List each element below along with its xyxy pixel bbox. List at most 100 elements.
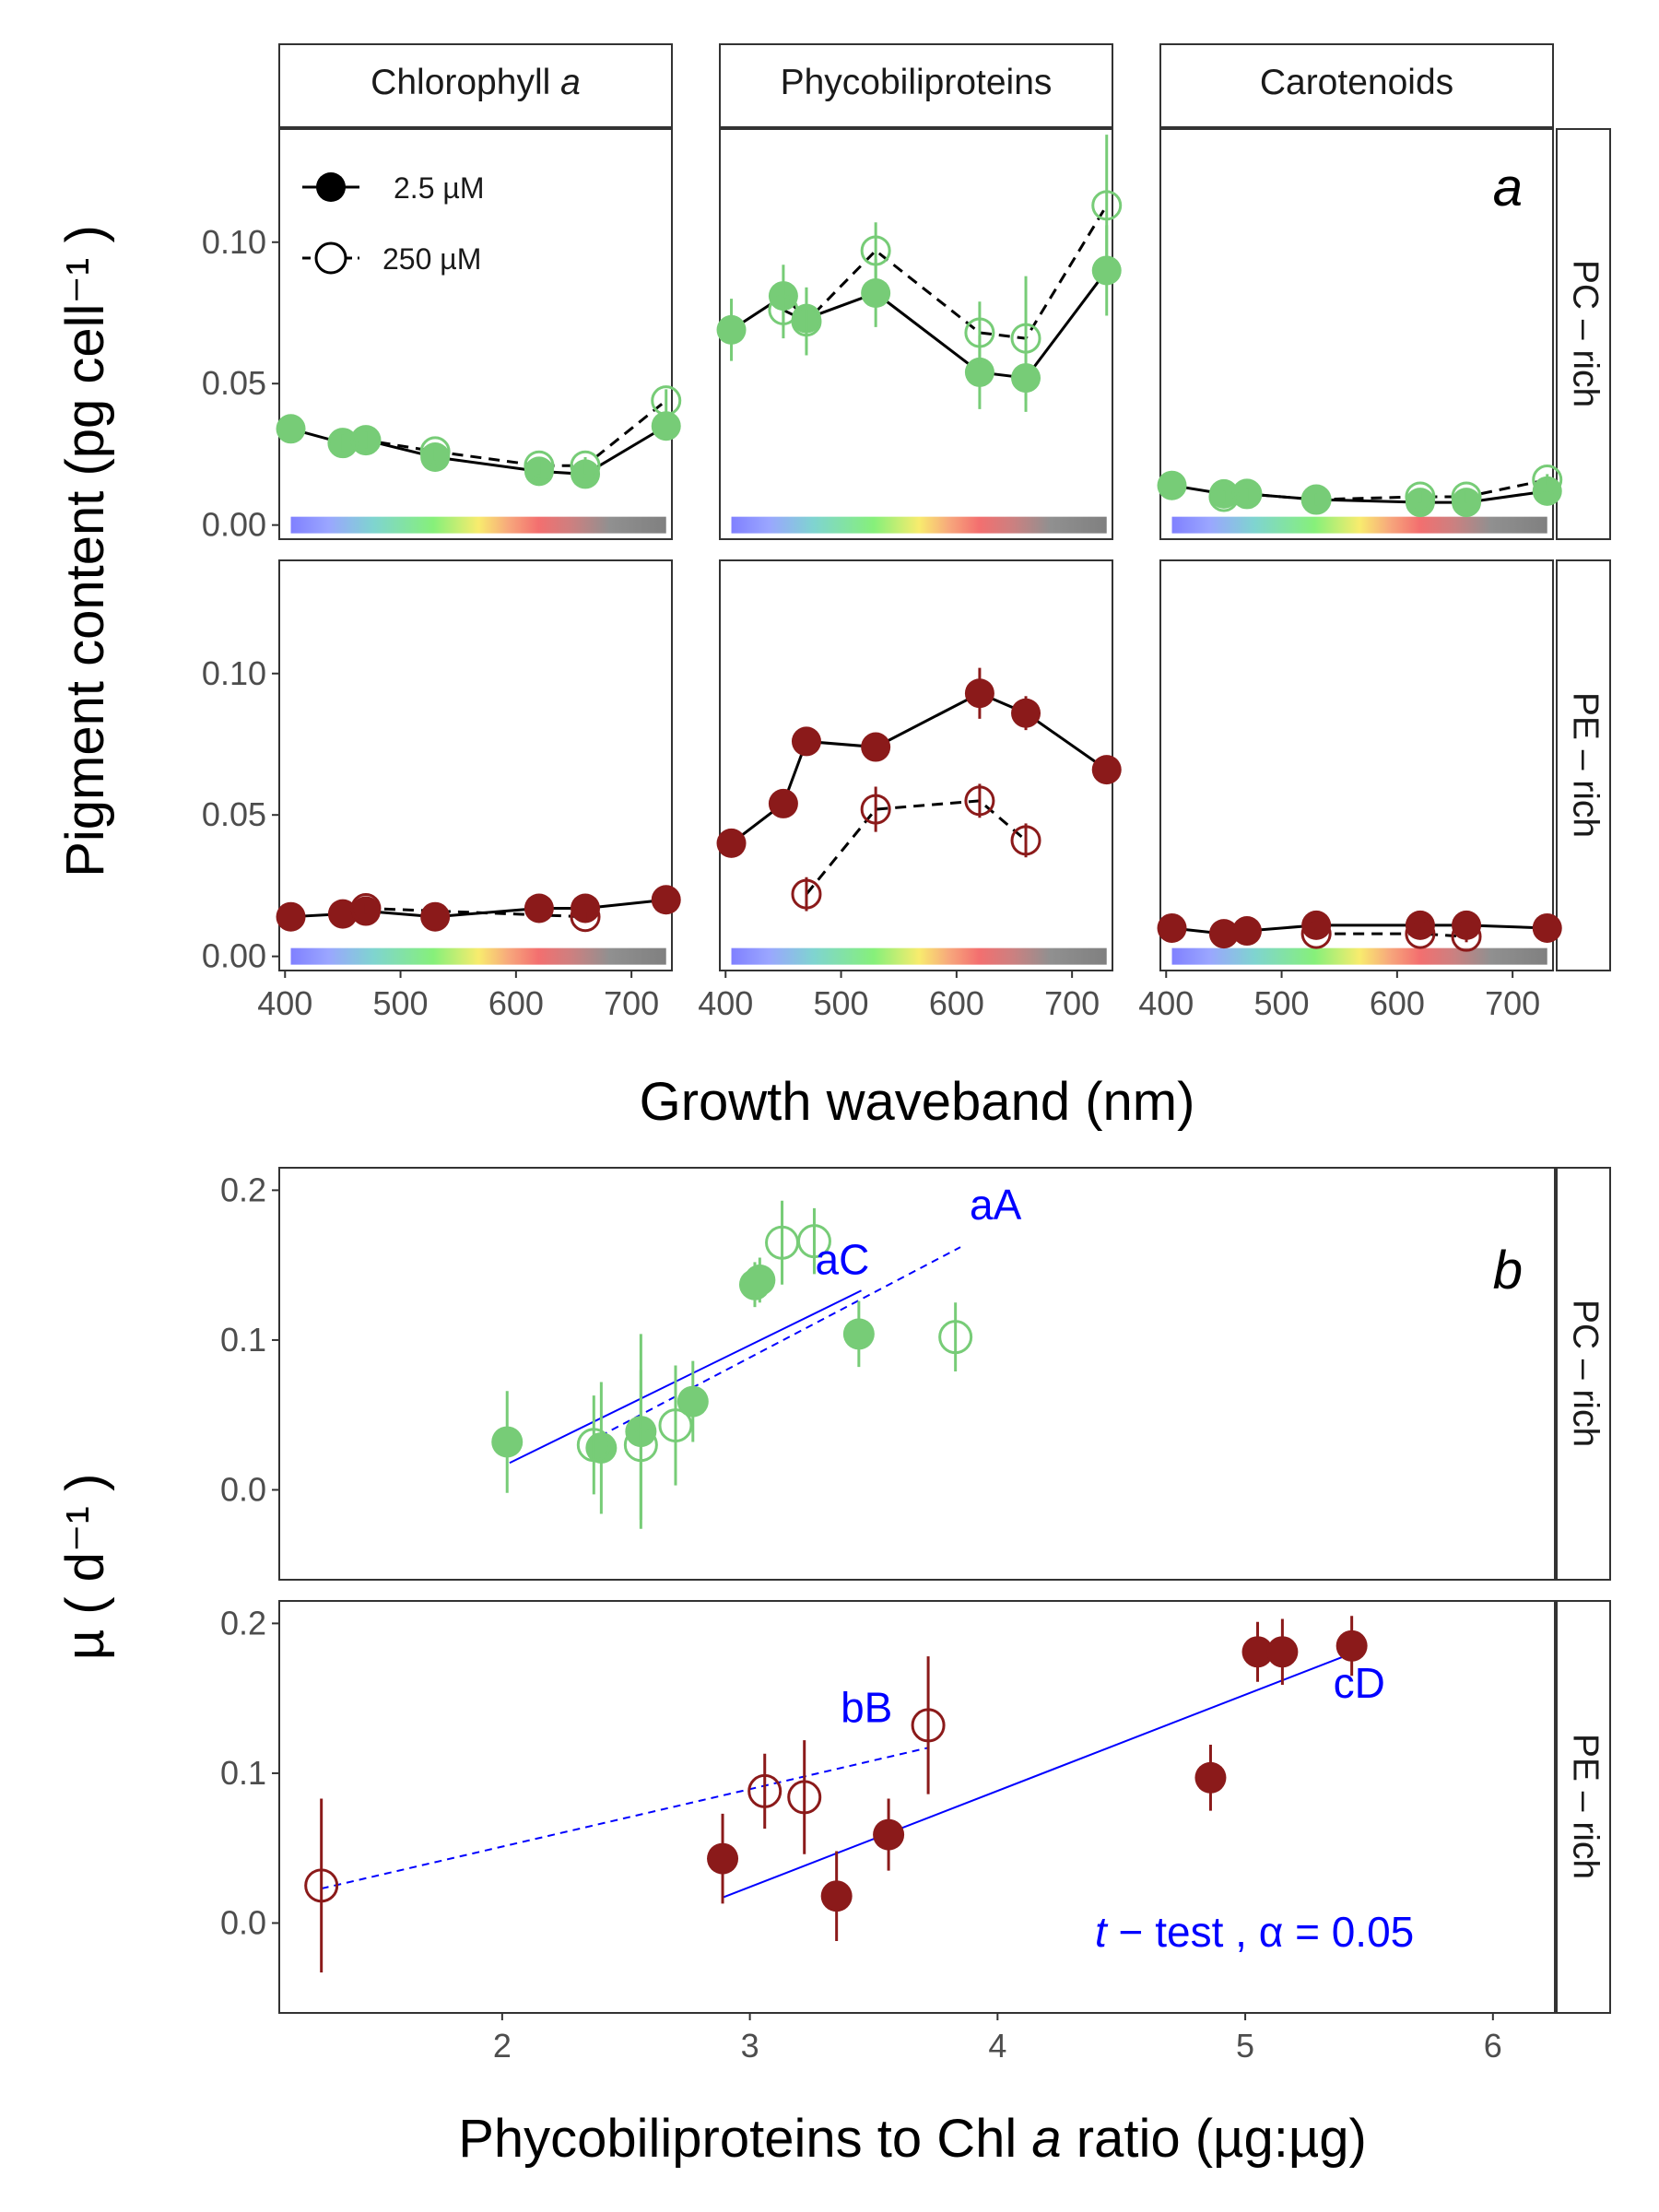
- facet-pe-rich-carotenoids-spectrum-bar: [1171, 947, 1547, 965]
- facet-pe-rich-phycobiliproteins-point-open-2: [964, 785, 995, 817]
- facet-pc-rich-carotenoids-point-open-0: [1208, 481, 1240, 512]
- strip-chl-word: Chlorophyll: [371, 63, 560, 102]
- facet-pc-rich-chlorophyll-a-point-open-3: [524, 450, 555, 481]
- facet-pe-rich-phycobiliproteins-point-filled-4: [964, 678, 994, 709]
- x-tick-label-3: 700: [1044, 984, 1100, 1022]
- facet-pe-rich-carotenoids-point-filled-4: [1405, 910, 1435, 940]
- y-tick-label-2: 0.2: [220, 1171, 266, 1208]
- facet-b-pc-rich-point-open-0: [576, 1428, 611, 1463]
- y-tick-label-1: 0.05: [202, 364, 266, 402]
- y-tick-label-2: 0.10: [202, 654, 266, 692]
- panel-b-plots: 0.0 0.1 0.2 aC aA 0.0 0.1 0.2 2 3 4 5 6 cD bB: [220, 1167, 1556, 2065]
- facet-b-pe-rich-point-filled-5: [1266, 1636, 1299, 1668]
- panel-b-row-strips: PC – rich PE – rich: [1556, 1167, 1611, 2014]
- strip-label-phycobiliproteins: Phycobiliproteins: [781, 63, 1053, 102]
- facet-pc-rich-phycobiliproteins-spectrum-bar: [731, 516, 1107, 534]
- panel-a-column-strips: Chlorophyll a Phycobiliproteins Caroteno…: [278, 43, 1554, 128]
- facet-pe-rich-phycobiliproteins-frame: [719, 559, 1113, 971]
- x-tick-label-2: 600: [1370, 984, 1425, 1022]
- y-tick-label-0: 0.00: [202, 506, 266, 544]
- x-tick-label-3: 5: [1236, 2027, 1254, 2065]
- facet-pe-rich-phycobiliproteins-point-filled-2: [791, 726, 821, 757]
- facet-pe-rich-carotenoids-point-filled-1: [1208, 919, 1239, 949]
- facet-b-pc-rich-point-open-2: [658, 1408, 693, 1443]
- y-tick-label-0: 0.00: [202, 937, 266, 975]
- x-tick-label-0: 2: [493, 2027, 512, 2065]
- facet-pc-rich-carotenoids-spectrum-bar: [1171, 516, 1547, 534]
- facet-pc-rich-chlorophyll-a-spectrum-bar: [290, 516, 666, 534]
- facet-pe-rich-phycobiliproteins-point-open-3: [1010, 825, 1041, 856]
- row-strip-pc-rich-a: PC – rich: [1566, 260, 1606, 407]
- facet-pe-rich-carotenoids-point-filled-2: [1231, 916, 1262, 947]
- panel-b-x-axis-title: Phycobiliproteins to Chl a ratio (µg:µg): [458, 2109, 1367, 2169]
- facet-pc-rich-phycobiliproteins-point-open-4: [1010, 323, 1041, 354]
- ttest-annotation: t − test , α = 0.05: [1095, 1908, 1414, 1956]
- facet-b-pe-rich-point-filled-1: [820, 1880, 853, 1912]
- facet-pe-rich-phycobiliproteins-point-open-0: [791, 878, 822, 910]
- row-strip-pc-rich-b: PC – rich: [1566, 1300, 1606, 1447]
- x-tick-label-0: 400: [698, 984, 753, 1022]
- facet-pe-rich-carotenoids-point-filled-5: [1452, 910, 1482, 940]
- facet-pe-rich-phycobiliproteins-spectrum-bar: [731, 947, 1107, 965]
- facet-pe-rich-chlorophyll-a-point-filled-6: [651, 885, 681, 915]
- panel-b-x-title-end: ratio (µg:µg): [1062, 2109, 1367, 2169]
- legend-label-high: 250 µM: [382, 242, 481, 276]
- x-tick-label-2: 600: [488, 984, 544, 1022]
- y-tick-label-0: 0.0: [220, 1903, 266, 1941]
- x-tick-label-2: 4: [988, 2027, 1006, 2065]
- x-tick-label-1: 500: [814, 984, 869, 1022]
- strip-label-chlorophyll: Chlorophyll a: [371, 63, 581, 102]
- facet-b-pe-rich-point-open-3: [911, 1708, 946, 1743]
- legend-label-low: 2.5 µM: [394, 171, 484, 205]
- facet-pc-rich-phycobiliproteins-point-open-2: [860, 235, 891, 266]
- facet-pc-rich-carotenoids-point-open-2: [1300, 484, 1332, 515]
- facet-pe-rich-chlorophyll-a-point-filled-4: [524, 893, 554, 924]
- facet-pc-rich-chlorophyll-a-point-open-0: [327, 428, 359, 459]
- facet-pc-rich-phycobiliproteins-point-filled-0: [716, 314, 747, 345]
- x-tick-label-2: 600: [929, 984, 984, 1022]
- x-tick-label-1: 3: [741, 2027, 759, 2065]
- panel-a-row-strips: PC – rich PE – rich: [1556, 128, 1611, 971]
- facet-b-pc-rich-point-filled-0: [491, 1426, 524, 1458]
- x-tick-label-3: 700: [604, 984, 659, 1022]
- y-tick-label-1: 0.1: [220, 1321, 266, 1359]
- facet-b-pc-rich-frame: [278, 1167, 1556, 1581]
- x-tick-label-3: 700: [1485, 984, 1540, 1022]
- facet-pc-rich-carotenoids-point-open-5: [1532, 465, 1563, 496]
- panel-b-x-title-italic: a: [1031, 2109, 1061, 2169]
- facet-b-pc-rich-point-open-4: [796, 1224, 831, 1259]
- facet-b-pe-rich-frame: [278, 1600, 1556, 2014]
- facet-b-pe-rich-point-open-2: [787, 1780, 822, 1815]
- facet-b-pc-rich-fit-label-ac: aC: [816, 1235, 870, 1283]
- facet-b-pe-rich-point-filled-3: [1194, 1761, 1227, 1794]
- facet-b-pc-rich-point-open-5: [938, 1320, 973, 1355]
- facet-pc-rich-carotenoids-frame: [1159, 128, 1554, 540]
- facet-b-pc-rich-fit-line-aa: [588, 1246, 961, 1443]
- facet-b-pe-rich-point-open-0: [304, 1868, 339, 1903]
- facet-pe-rich-phycobiliproteins-point-filled-5: [1011, 698, 1041, 728]
- facet-b-pc-rich-point-filled-6: [842, 1318, 875, 1350]
- facet-pe-rich-carotenoids-point-open-0: [1300, 918, 1332, 949]
- facet-pc-rich-carotenoids: [1157, 128, 1563, 540]
- facet-pe-rich-chlorophyll-a-point-open-0: [350, 892, 382, 924]
- facet-b-pe-rich-point-filled-2: [873, 1818, 905, 1851]
- facet-b-pe-rich-point-filled-0: [707, 1842, 739, 1875]
- facet-pe-rich-chlorophyll-a-point-open-1: [570, 901, 601, 933]
- panel-b-x-title-start: Phycobiliproteins to Chl: [458, 2109, 1031, 2169]
- facet-pe-rich-chlorophyll-a: 0.00 0.05 0.10 400 500 600 700: [202, 559, 681, 1022]
- facet-pe-rich-carotenoids-frame: [1159, 559, 1554, 971]
- facet-pe-rich-chlorophyll-a-spectrum-bar: [290, 947, 666, 965]
- ttest-rest: − test , α = 0.05: [1107, 1908, 1414, 1956]
- facet-pe-rich-carotenoids-point-filled-0: [1157, 912, 1187, 943]
- facet-b-pc-rich-point-filled-3: [677, 1385, 709, 1418]
- facet-pe-rich-phycobiliproteins: 400 500 600 700: [698, 559, 1122, 1022]
- facet-b-pe-rich-fit-line-bb: [321, 1747, 929, 1890]
- facet-b-pe-rich-point-filled-6: [1335, 1630, 1368, 1662]
- facet-pc-rich-chlorophyll-a-point-filled-6: [651, 411, 681, 441]
- facet-pc-rich-carotenoids-point-filled-6: [1532, 476, 1562, 506]
- facet-pe-rich-phycobiliproteins-point-filled-0: [716, 828, 747, 858]
- facet-b-pe-rich-fit-label-cd: cD: [1334, 1659, 1385, 1707]
- facet-pe-rich-chlorophyll-a-point-filled-5: [571, 893, 601, 924]
- row-strip-pe-rich-b: PE – rich: [1566, 1734, 1606, 1879]
